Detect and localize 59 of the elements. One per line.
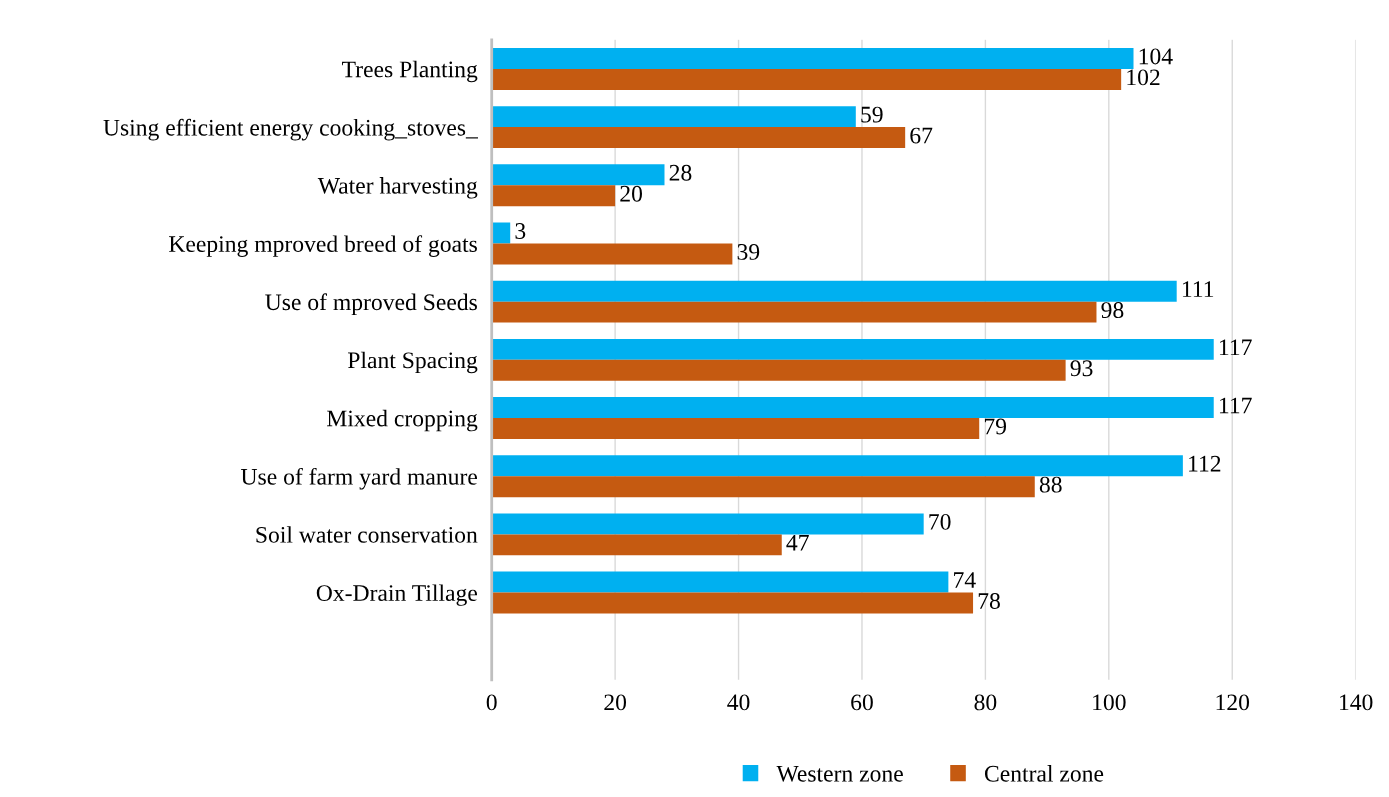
data-label: 79 <box>984 418 1007 435</box>
data-label: 117 <box>1219 397 1252 414</box>
x-tick-label: 100 <box>1093 694 1126 711</box>
data-label: 67 <box>910 127 933 144</box>
y-tick-label: Soil water conservation <box>256 526 478 543</box>
data-label: 111 <box>1182 281 1214 297</box>
data-label: 39 <box>737 244 760 260</box>
data-label: 104 <box>1139 48 1173 65</box>
data-label: 93 <box>1070 360 1093 377</box>
bar <box>491 106 856 128</box>
bar <box>491 534 782 556</box>
data-label: 112 <box>1189 455 1221 472</box>
x-tick-label: 40 <box>727 694 750 711</box>
bar <box>491 359 1066 381</box>
y-tick-label: Using efficient energy cooking_stoves_ <box>103 118 478 141</box>
y-tick-label: Mixed cropping <box>327 409 478 432</box>
x-tick-label: 0 <box>486 694 497 711</box>
data-label: 47 <box>786 535 809 551</box>
bar <box>491 164 665 186</box>
x-tick-label: 80 <box>974 694 997 711</box>
y-tick-label: Keeping mproved breed of goats <box>169 235 477 257</box>
y-tick-label: Ox-Drain Tillage <box>316 584 477 606</box>
y-tick-label: Water harvesting <box>317 177 478 199</box>
x-tick-label: 140 <box>1340 694 1373 711</box>
bar <box>491 418 980 439</box>
x-tick-label: 120 <box>1216 694 1250 711</box>
data-label: 117 <box>1219 339 1252 356</box>
bar <box>491 301 1097 323</box>
data-label: 102 <box>1127 69 1160 86</box>
bar <box>491 571 949 593</box>
bar <box>491 185 616 207</box>
y-tick-label: Plant Spacing <box>347 351 478 374</box>
data-label: 88 <box>1039 476 1062 493</box>
data-label: 78 <box>978 593 1000 609</box>
data-label: 3 <box>515 223 526 239</box>
y-tick-label: Use of mproved Seeds <box>265 293 477 315</box>
bar <box>491 397 1214 419</box>
x-tick-label: 20 <box>604 694 627 711</box>
legend-label: Central zone <box>984 765 1104 782</box>
bar <box>491 513 924 535</box>
data-label: 28 <box>669 164 692 181</box>
y-tick-label: Use of farm yard manure <box>240 467 477 490</box>
bar <box>491 338 1214 360</box>
bar <box>491 68 1122 90</box>
data-label: 59 <box>861 106 883 123</box>
x-tick-label: 60 <box>851 694 873 711</box>
bar <box>491 127 906 149</box>
bar <box>491 455 1183 477</box>
data-label: 74 <box>954 572 976 588</box>
data-label: 98 <box>1101 302 1124 319</box>
y-tick-label: Trees Planting <box>342 60 478 83</box>
bar <box>491 243 733 265</box>
bar <box>491 280 1177 302</box>
data-label: 70 <box>929 513 951 530</box>
legend-label: Western zone <box>776 766 903 782</box>
bar <box>491 592 974 614</box>
bar <box>491 48 1134 69</box>
data-label: 20 <box>620 185 643 202</box>
bar <box>491 476 1035 498</box>
